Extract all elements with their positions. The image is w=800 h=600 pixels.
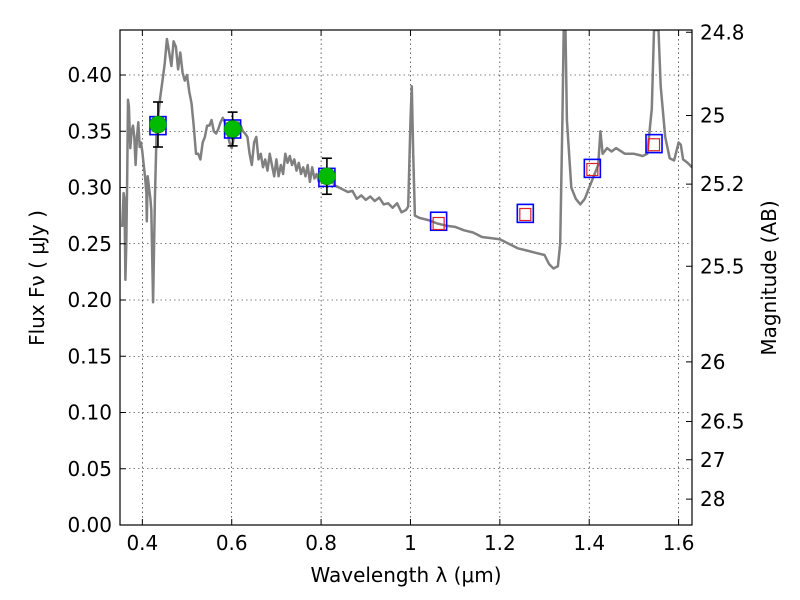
y2-tick-label: 26.5 [700, 410, 745, 434]
x-tick-label: 1.4 [573, 531, 605, 555]
non-detection-square [519, 207, 532, 222]
non-detection-square [586, 162, 599, 177]
detection-point [149, 115, 167, 134]
detection-point [223, 120, 242, 138]
model-photometry-square [645, 133, 663, 154]
detection-markers [149, 115, 336, 186]
y2-tick-labels: 24.8 25 25.2 25.5 26 26.5 27 28 [700, 20, 745, 511]
y-axis-label: Flux Fν ( μJy ) [25, 210, 49, 346]
x-tick-label: 0.6 [216, 531, 248, 555]
y-tick-labels: 0.00 0.05 0.10 0.15 0.20 0.25 0.30 0.35 0.40 [67, 63, 112, 537]
y-tick-label: 0.05 [67, 457, 112, 481]
y2-tick-label: 27 [700, 448, 725, 472]
axis-ticks [120, 30, 692, 526]
x-tick-label: 0.8 [305, 531, 337, 555]
y-tick-label: 0.40 [67, 63, 112, 87]
y-tick-label: 0.15 [67, 344, 112, 368]
y-tick-label: 0.20 [67, 288, 112, 312]
y-tick-label: 0.25 [67, 232, 112, 256]
non-detection-square [647, 138, 661, 152]
x-tick-label: 1.2 [484, 531, 516, 555]
y2-axis-label: Magnitude (AB) [757, 200, 781, 355]
y2-tick-label: 25.2 [700, 172, 745, 196]
model-photometry-square [516, 203, 535, 224]
detection-point [318, 167, 336, 186]
model-photometry-square [429, 211, 448, 232]
model-spectrum-line [120, 30, 692, 304]
x-tick-label: 1.6 [663, 531, 695, 555]
y-tick-label: 0.35 [67, 119, 112, 143]
x-axis-label: Wavelength λ (μm) [310, 563, 501, 587]
y-tick-label: 0.30 [67, 176, 112, 200]
y2-tick-label: 24.8 [700, 20, 745, 44]
model-photometry-square [583, 158, 602, 179]
y-tick-label: 0.10 [67, 401, 112, 425]
non-detection-square [432, 216, 445, 231]
y2-tick-label: 25 [700, 104, 725, 128]
x-tick-labels: 0.4 0.6 0.8 1 1.2 1.4 1.6 [126, 531, 694, 555]
y2-tick-label: 25.5 [700, 254, 745, 278]
x-tick-label: 1 [404, 531, 417, 555]
y2-tick-label: 26 [700, 350, 725, 374]
y2-tick-label: 28 [700, 487, 725, 511]
non-detection-markers [432, 138, 661, 231]
plot-frame [119, 29, 693, 526]
y-tick-label: 0.00 [67, 513, 112, 537]
plot-area [120, 30, 692, 304]
x-tick-label: 0.4 [126, 531, 158, 555]
